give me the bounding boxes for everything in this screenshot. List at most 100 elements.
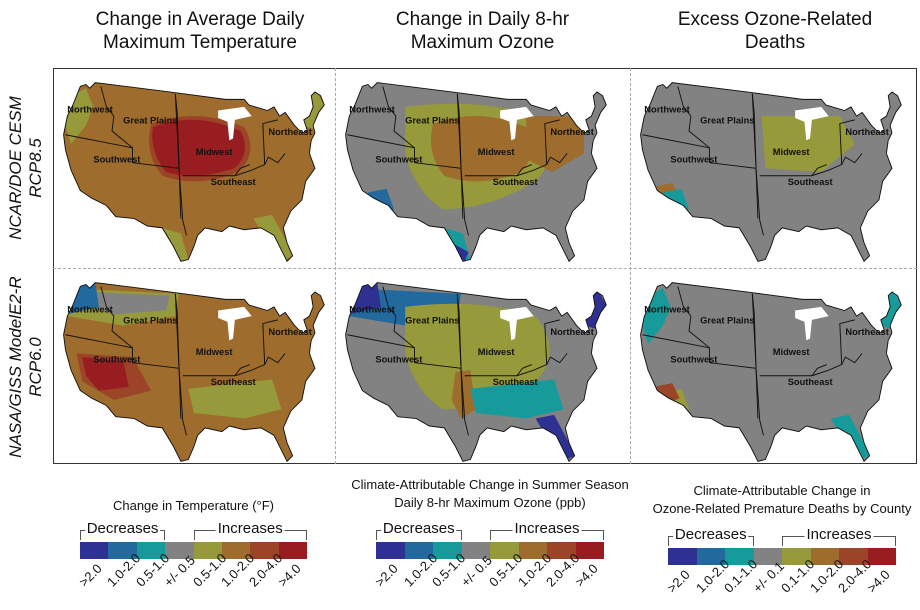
region-label-northeast: Northeast — [268, 327, 311, 337]
region-boundary — [100, 286, 133, 363]
legend-swatches — [80, 542, 307, 559]
region-label-southeast: Southeast — [493, 377, 538, 387]
legend-swatches — [668, 548, 896, 565]
legend-swatch-inc-gt4 — [575, 542, 604, 559]
column-divider — [335, 68, 336, 464]
column-title-ozone: Change in Daily 8-hr Maximum Ozone — [345, 8, 620, 54]
great-lakes — [218, 306, 252, 341]
decreases-label: Decreases — [84, 520, 161, 537]
map-grid-frame — [53, 68, 917, 464]
increases-label: Increases — [512, 520, 582, 537]
legend-swatch-dec-05-1 — [433, 542, 462, 559]
map-panel-ncar-temperature: Northwest Great Plains Midwest Northeast Sou… — [58, 72, 328, 272]
map-panel-nasa-temperature: Northwest Great Plains Midwest Northeast Sou… — [58, 272, 328, 472]
legend-title: Change in Temperature (°F) — [80, 488, 307, 524]
map-value-patch — [162, 227, 189, 262]
legend-title-line: Ozone-Related Premature Deaths by County — [652, 501, 912, 516]
us-map: Northwest Great Plains Midwest Northeast Sou… — [345, 282, 607, 463]
region-boundary — [174, 293, 180, 369]
map-value-patch — [526, 116, 584, 172]
legend-swatch-inc-1-2 — [810, 548, 839, 565]
legend-swatch-inc-2-4 — [839, 548, 868, 565]
region-boundary — [839, 319, 855, 365]
region-label-great-plains: Great Plains — [123, 316, 177, 326]
us-map: Northwest Great Plains Midwest Northeast Sou… — [640, 282, 902, 463]
great-lakes — [500, 306, 534, 341]
legend-deaths: Climate-Attributable Change in Ozone-Rel… — [653, 476, 912, 610]
region-label-midwest: Midwest — [478, 147, 515, 157]
us-map: Northwest Great Plains Midwest Northeast Sou… — [640, 82, 902, 263]
region-label-northwest: Northwest — [349, 104, 394, 114]
increases-label: Increases — [804, 526, 874, 543]
us-outline — [640, 82, 902, 263]
scenario-name: RCP6.0 — [26, 337, 45, 397]
map-base-fill — [640, 282, 902, 462]
legend-swatch-inc-05-1 — [490, 542, 519, 559]
legend-swatch-inc-2-4 — [250, 542, 279, 559]
region-label-southwest: Southwest — [670, 155, 717, 165]
decreases-label: Decreases — [380, 520, 457, 537]
region-boundary — [811, 164, 827, 177]
legend-swatch-dec-gt2 — [376, 542, 405, 559]
region-boundary — [811, 364, 827, 377]
region-label-northeast: Northeast — [550, 327, 593, 337]
region-boundary — [839, 119, 855, 165]
region-boundary — [677, 286, 710, 363]
us-map: Northwest Great Plains Midwest Northeast Sou… — [63, 82, 325, 263]
region-label-midwest: Midwest — [773, 147, 810, 157]
legend-title-line: Climate-Attributable Change in — [693, 483, 871, 498]
legend-ticks: >2.0 1.0-2.0 0.5-1.0 +/- 0.5 0.5-1.0 1.0-2.0 2… — [76, 550, 307, 604]
region-boundary — [262, 319, 278, 365]
region-label-southeast: Southeast — [788, 377, 833, 387]
legend-swatch-neutral — [753, 548, 782, 565]
column-divider — [630, 68, 631, 464]
region-boundary — [516, 164, 532, 177]
legend-swatches — [376, 542, 604, 559]
model-name: NASA/GISS ModelE2-R — [6, 276, 25, 458]
region-label-southwest: Southwest — [670, 355, 717, 365]
column-title-temperature: Change in Average Daily Maximum Temperat… — [70, 8, 330, 54]
map-value-patch — [830, 414, 870, 460]
region-label-great-plains: Great Plains — [405, 316, 459, 326]
legend-swatch-inc-2-4 — [547, 542, 576, 559]
region-label-southeast: Southeast — [211, 377, 256, 387]
region-boundary — [347, 134, 415, 149]
region-boundary — [382, 286, 415, 363]
region-boundary — [460, 168, 469, 236]
decreases-label: Decreases — [672, 526, 749, 543]
region-label-great-plains: Great Plains — [123, 116, 177, 126]
map-value-patch — [430, 116, 533, 182]
region-boundary — [751, 293, 757, 369]
map-value-patch — [535, 414, 575, 460]
region-label-southeast: Southeast — [493, 177, 538, 187]
legend-tick-label: >2.0 — [76, 560, 105, 590]
region-label-great-plains: Great Plains — [405, 116, 459, 126]
region-boundary — [544, 119, 560, 165]
legend-swatch-inc-1-2 — [221, 542, 251, 559]
legend-swatch-dec-05-1 — [136, 542, 166, 559]
region-label-midwest: Midwest — [196, 147, 233, 157]
title-line: Deaths — [744, 32, 806, 53]
great-lakes — [795, 306, 829, 341]
region-label-midwest: Midwest — [478, 347, 515, 357]
region-label-northwest: Northwest — [349, 304, 394, 314]
region-boundary — [642, 134, 710, 149]
region-boundary — [347, 334, 415, 349]
region-boundary — [755, 368, 764, 436]
region-boundary — [544, 319, 560, 365]
us-outline — [345, 82, 607, 263]
region-boundary — [182, 353, 286, 377]
region-boundary — [642, 334, 710, 349]
decreases-bracket: Decreases — [80, 521, 166, 540]
map-value-patch — [188, 379, 282, 419]
us-map: Northwest Great Plains Midwest Northeast Sou… — [345, 82, 607, 263]
title-line: Excess Ozone-Related — [677, 9, 873, 30]
legend-swatch-inc-05-1 — [782, 548, 811, 565]
region-label-northwest: Northwest — [644, 104, 689, 114]
row-label-ncar: NCAR/DOE CESM RCP8.5 — [6, 68, 46, 268]
column-title-deaths: Excess Ozone-Related Deaths — [640, 8, 910, 54]
region-boundary — [174, 93, 180, 169]
region-label-northwest: Northwest — [67, 104, 112, 114]
region-boundary — [178, 168, 187, 236]
increases-label: Increases — [215, 520, 285, 537]
